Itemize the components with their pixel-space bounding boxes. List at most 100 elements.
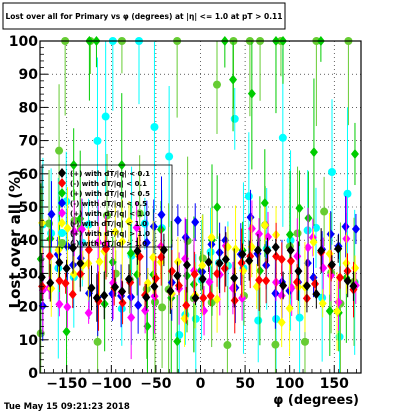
data-point — [254, 228, 263, 239]
data-point — [285, 229, 294, 240]
data-point — [326, 229, 335, 240]
legend-marker — [58, 188, 66, 198]
data-point — [300, 337, 309, 346]
data-point — [191, 217, 200, 228]
data-point — [247, 88, 256, 99]
data-point — [213, 202, 222, 213]
data-point — [286, 236, 295, 245]
data-point — [62, 326, 71, 337]
data-point — [118, 236, 127, 247]
data-point — [111, 226, 120, 237]
data-point — [221, 254, 230, 265]
data-point — [92, 292, 101, 303]
data-point — [260, 220, 269, 231]
data-point — [118, 297, 127, 308]
data-point — [205, 276, 214, 287]
x-tick-label: 50 — [235, 376, 255, 392]
data-point — [318, 293, 327, 302]
data-point — [255, 275, 264, 286]
data-point — [118, 286, 127, 297]
legend-marker — [58, 178, 66, 188]
data-point — [204, 257, 213, 268]
data-point — [46, 277, 55, 288]
data-point — [309, 237, 318, 248]
data-point — [150, 123, 159, 132]
data-point — [173, 336, 182, 347]
data-point — [302, 280, 311, 291]
legend-entry: (-) with dT/|q| > 1.0 — [70, 240, 147, 249]
data-point — [343, 189, 352, 198]
data-point — [166, 286, 175, 297]
data-point — [61, 278, 70, 289]
data-point — [95, 256, 104, 267]
data-point — [351, 224, 360, 235]
data-point — [262, 275, 271, 286]
y-tick-label: 80 — [19, 100, 39, 116]
data-point — [279, 280, 288, 291]
data-point — [238, 249, 247, 260]
data-point — [150, 281, 159, 292]
data-point — [277, 254, 286, 265]
data-point — [165, 152, 174, 161]
data-point — [126, 248, 135, 259]
data-point — [102, 243, 111, 254]
data-point — [181, 232, 190, 243]
data-point — [246, 212, 255, 223]
data-point — [93, 337, 102, 346]
data-point — [293, 251, 302, 262]
data-point — [132, 222, 141, 233]
data-point — [100, 290, 109, 301]
x-tick-label: −150 — [46, 376, 87, 392]
legend-entry: (-) with dT/|q| < 0.5 — [70, 200, 147, 209]
y-tick-label: 20 — [19, 300, 39, 316]
data-point — [264, 231, 273, 242]
data-point — [212, 80, 221, 89]
axis-ticks: −150 −100 −50 0 50 100 150 0 10 20 30 40 50 60 70 80 90 1… — [9, 34, 357, 392]
data-point — [260, 198, 269, 209]
x-tick-label: −50 — [140, 376, 171, 392]
data-point — [213, 268, 222, 279]
data-point — [293, 277, 302, 288]
legend-marker — [58, 229, 66, 237]
data-point — [198, 260, 207, 271]
data-point — [157, 209, 166, 220]
data-point — [254, 316, 263, 325]
legend-entry: (+) with dT/|q| < 0.5 — [70, 190, 150, 199]
data-point — [277, 317, 286, 328]
data-point — [133, 269, 142, 280]
y-tick-label: 100 — [9, 34, 38, 50]
data-point — [230, 295, 239, 306]
data-point — [158, 303, 167, 312]
data-point — [238, 293, 247, 304]
data-point — [206, 290, 215, 301]
data-point — [68, 242, 77, 253]
data-point — [135, 209, 144, 218]
data-point — [271, 340, 280, 349]
data-point — [295, 313, 304, 322]
data-point — [312, 289, 321, 300]
y-axis-title: Lost over all (%) — [6, 170, 24, 308]
data-point — [286, 245, 295, 256]
data-point — [69, 269, 78, 280]
legend-entry: (+) with dT/|q| < 0.1 — [70, 170, 150, 179]
data-point — [70, 226, 79, 237]
data-point — [294, 266, 303, 277]
data-point — [325, 306, 334, 317]
data-point — [134, 300, 143, 311]
data-point — [151, 273, 160, 284]
data-point — [207, 232, 216, 243]
y-tick-label: 60 — [19, 167, 39, 183]
legend: (+) with dT/|q| < 0.1 (-) with dT/|q| < 0… — [41, 164, 173, 249]
data-point — [333, 306, 342, 317]
data-point — [76, 258, 85, 269]
data-point — [173, 270, 182, 281]
chart-title: Lost over all for Primary vs φ (degrees)… — [6, 12, 283, 22]
y-tick-label: 30 — [19, 266, 39, 282]
data-point — [141, 305, 150, 316]
y-tick-label: 40 — [19, 233, 39, 249]
data-point — [229, 74, 238, 85]
legend-entry: (-) with dT/|q| < 1.0 — [70, 220, 147, 229]
data-point — [253, 245, 262, 256]
y-tick-label: 90 — [19, 67, 39, 83]
data-point — [55, 257, 64, 268]
